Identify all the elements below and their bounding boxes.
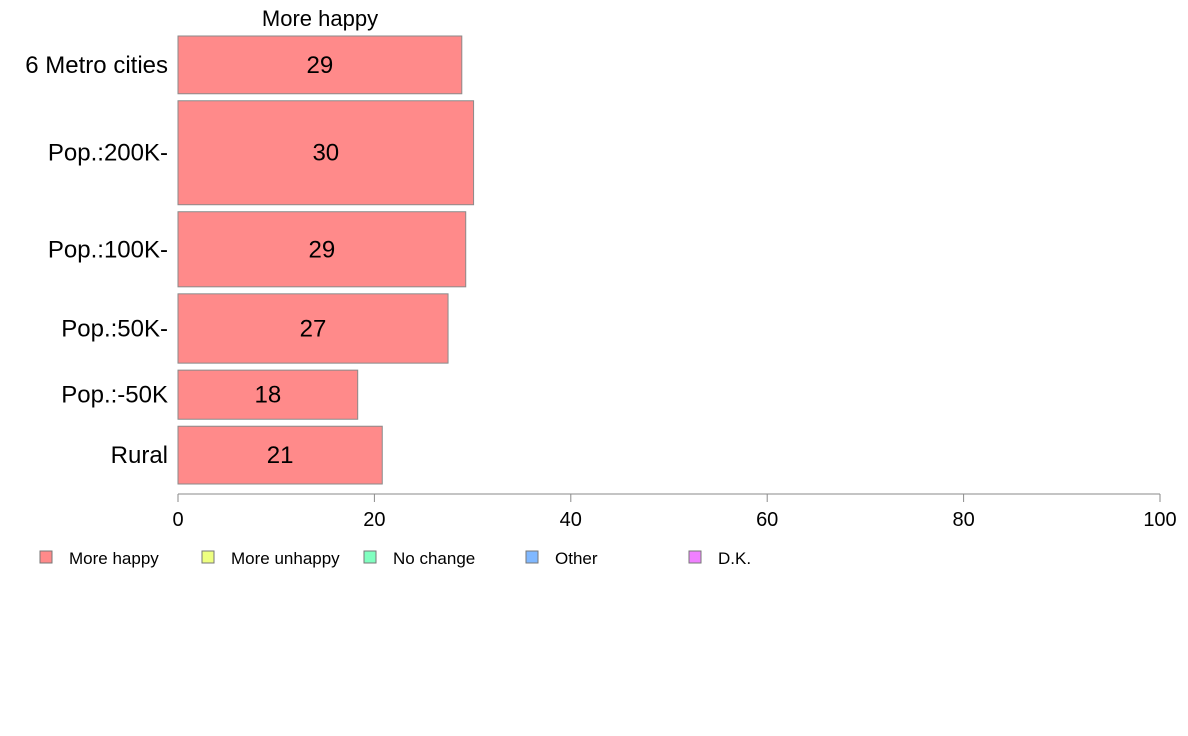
category-label: Pop.:200K- xyxy=(48,140,168,167)
category-label: Pop.:-50K xyxy=(61,382,168,409)
category-label: 6 Metro cities xyxy=(25,52,168,79)
bar-group: 29 6 Metro cities 30 Pop.:200K- 29 Pop.:100K-… xyxy=(25,35,475,485)
bar-3 xyxy=(177,211,467,288)
bar-5 xyxy=(177,369,359,420)
bar-value-label: 30 xyxy=(312,140,339,167)
chart-title: More happy xyxy=(262,6,378,31)
x-tick-label: 100 xyxy=(1143,509,1176,531)
x-tick-label: 60 xyxy=(756,509,778,531)
category-label: Pop.:50K- xyxy=(61,315,168,342)
x-tick-label: 80 xyxy=(952,509,974,531)
legend-swatch xyxy=(525,550,539,564)
x-tick-label: 0 xyxy=(172,509,183,531)
legend-label: D.K. xyxy=(718,549,751,568)
x-tick-label: 40 xyxy=(560,509,582,531)
bar-2 xyxy=(177,100,475,206)
legend-swatch xyxy=(363,550,377,564)
legend-label: More unhappy xyxy=(231,549,340,568)
bar-1 xyxy=(177,35,463,95)
x-axis: 0 20 40 60 80 100 xyxy=(172,493,1177,531)
bar-value-label: 29 xyxy=(309,236,336,263)
bar-value-label: 29 xyxy=(307,52,334,79)
category-label: Pop.:100K- xyxy=(48,236,168,263)
legend-swatch xyxy=(688,550,702,564)
bar-4 xyxy=(177,293,449,364)
legend-label: No change xyxy=(393,549,475,568)
bar-value-label: 21 xyxy=(267,442,294,469)
legend-swatch xyxy=(39,550,53,564)
legend-label: Other xyxy=(555,549,598,568)
bar-6 xyxy=(177,425,383,485)
category-label: Rural xyxy=(111,442,168,469)
bar-value-label: 27 xyxy=(300,315,327,342)
x-tick-label: 20 xyxy=(363,509,385,531)
bar-value-label: 18 xyxy=(255,382,282,409)
legend: More happy More unhappy No change Other D.K. xyxy=(39,549,751,568)
legend-label: More happy xyxy=(69,549,159,568)
legend-swatch xyxy=(201,550,215,564)
